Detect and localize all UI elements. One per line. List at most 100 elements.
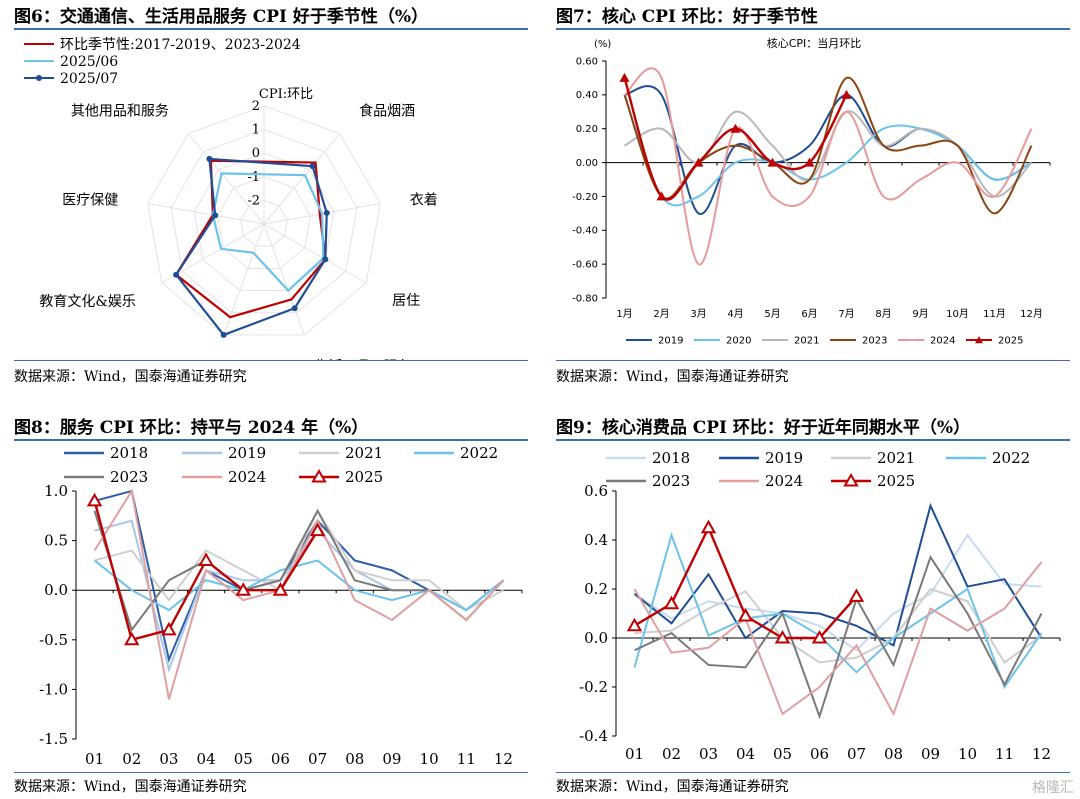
chart-7-source: 数据来源：Wind，国泰海通证券研究 [556,369,789,385]
radar-spoke [263,133,341,225]
legend-label: 2025 [345,468,383,486]
chart-6-title-rule [14,28,528,30]
legend-label: 2023 [652,472,690,490]
radar-spoke [161,223,265,284]
series-point-2025 [841,89,852,99]
y-tick-label: -1.0 [39,680,68,698]
y-tick-label: -0.60 [572,259,598,270]
series-point-2025 [693,157,704,167]
legend-label: 2025/07 [60,71,118,87]
legend-label: 2025 [877,472,915,490]
y-tick-label: 1.0 [44,482,68,500]
radar-point [206,155,213,162]
radar-tick-label: -2 [247,193,260,208]
series-point-2025 [730,123,741,133]
chart-9-title: 图9：核心消费品 CPI 环比：好于近年同期水平（%） [556,418,971,438]
x-tick-label: 2月 [653,308,669,320]
radar-axis-title: CPI:环比 [259,87,313,102]
x-tick-label: 08 [345,750,364,768]
x-tick-label: 5月 [764,308,780,320]
series-point-2025 [272,582,289,596]
legend-label: 2025/06 [60,54,118,70]
chart-7-bottom-rule [556,360,1070,361]
x-tick-label: 7月 [838,308,854,320]
chart-7-line: 核心CPI：当月环比 (%) -0.80 -0.60 -0.40 -0.20 0.00 0.2… [572,36,1051,346]
y-tick-label: -0.2 [579,678,608,696]
x-tick-label: 10月 [946,308,969,320]
radar-grid-ring [193,152,335,292]
y-tick-label: -0.20 [572,192,598,203]
series-line-2023 [93,508,505,633]
legend-label: 环比季节性:2017-2019、2023-2024 [60,37,301,53]
radar-point [291,305,298,312]
x-tick-label: 06 [810,745,829,763]
radar-axis-label: 医疗保健 [62,193,118,209]
legend-label: 2021 [345,444,383,462]
y-tick-label: 0.0 [584,629,608,647]
series-line-2021 [94,508,504,612]
series-point-2025 [656,191,667,201]
series-line-2025 [623,77,848,201]
radar-tick-label: -1 [247,170,260,185]
series-point-2025 [737,607,754,622]
series-line-2024 [623,67,1033,266]
x-tick-label: 07 [847,745,866,763]
series-point-2025 [626,617,643,632]
radar-axis-label: 生活用品&服务 [315,359,411,360]
x-tick-label: 09 [382,750,401,768]
series-point-2025 [804,157,815,167]
series-point-2025 [767,157,778,167]
legend-label: 2022 [992,449,1030,467]
x-tick-label: 07 [308,750,327,768]
radar-point [322,256,329,263]
radar-spoke [187,133,265,225]
chart-9-source: 数据来源：Wind，国泰海通证券研究 [556,779,789,795]
radar-point [220,331,227,338]
legend-label: 2024 [930,335,955,346]
radar-point [309,163,316,170]
legend-label: 2019 [765,449,803,467]
radar-grid-ring [147,105,381,336]
x-tick-label: 04 [197,750,216,768]
legend-label: 2022 [460,444,498,462]
radar-axis-label: 食品烟酒 [359,103,415,120]
y-tick-label: -0.5 [39,631,68,649]
chart-8-title: 图8：服务 CPI 环比：持平与 2024 年（%） [14,418,369,438]
series-point-2025 [811,629,828,644]
x-tick-label: 05 [773,745,792,763]
x-tick-label: 06 [271,750,290,768]
radar-axis-label: 教育文化&娱乐 [39,294,135,310]
radar-grid-ring [170,129,358,314]
x-tick-label: 03 [699,745,718,763]
radar-axis-label: 交通和通信 [178,359,248,360]
radar-axis-label: 衣着 [410,193,438,209]
y-tick-label: 0.0 [44,581,68,599]
x-tick-label: 4月 [727,308,743,320]
series-line-2019 [633,502,1043,647]
radar-tick-label: 1 [252,123,260,138]
legend-label: 2021 [794,335,819,346]
x-tick-label: 11月 [983,308,1006,320]
legend-label: 2020 [726,335,751,346]
series-line-2024 [93,488,505,700]
chart-7-title-rule [556,28,1070,30]
series-line-2019 [94,519,505,673]
series-point-2025 [663,595,680,610]
series-line-2022 [633,531,1043,690]
x-tick-label: 01 [85,750,104,768]
x-tick-label: 12 [494,750,513,768]
series-point-2025 [848,588,865,602]
y-tick-label: 0.20 [576,124,598,135]
legend-label: 2023 [110,468,148,486]
series-point-2025 [86,492,103,507]
y-tick-label: 0.00 [576,158,598,169]
x-tick-label: 02 [122,750,141,768]
y-tick-label: 0.40 [576,90,598,101]
x-tick-label: 3月 [690,308,706,320]
legend-marker [843,472,859,487]
radar-axis-label: 居住 [392,293,420,309]
radar-spoke [223,223,265,336]
chart-6-source: 数据来源：Wind，国泰海通证券研究 [14,369,247,385]
series-point-2025 [700,519,717,534]
